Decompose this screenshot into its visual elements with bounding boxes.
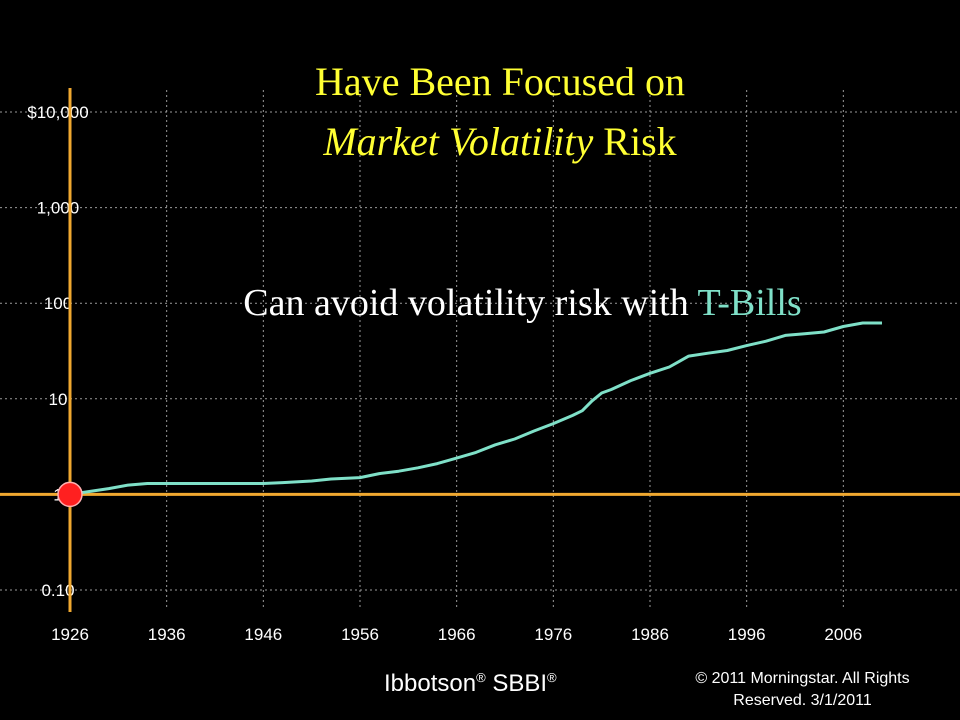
series-line: [69, 321, 882, 496]
start-marker: [57, 481, 83, 508]
x-tick-label: 1936: [148, 625, 186, 644]
x-tick-label: 1926: [51, 625, 89, 644]
chart-title-line1: Have Been Focused on: [315, 59, 685, 104]
subtitle-text: Can avoid volatility risk with: [243, 282, 698, 324]
y-tick-label: $10,000: [27, 103, 88, 122]
y-tick-label: 100: [44, 294, 72, 313]
chart-title-italic: Market Volatility: [323, 119, 594, 164]
x-tick-label: 1946: [244, 625, 282, 644]
copyright-line2: Reserved. 3/1/2011: [733, 692, 872, 709]
x-tick-label: 1966: [438, 625, 476, 644]
series-group: [69, 321, 882, 496]
copyright-notice: © 2011 Morningstar. All Rights Reserved.…: [640, 668, 960, 712]
y-tick-label: 10: [49, 390, 68, 409]
source-label: Ibbotson® SBBI®: [384, 670, 557, 698]
chart-title-rest: Risk: [593, 119, 677, 164]
source-name: Ibbotson: [384, 670, 477, 697]
x-tick-label: 1956: [341, 625, 379, 644]
y-tick-label: 1,000: [37, 199, 80, 218]
x-axis-labels: 1926 1936 1946 1956 1966 1976 1986 1996 2006: [51, 625, 862, 644]
y-tick-label: 0.10: [41, 581, 74, 600]
x-tick-label: 2006: [824, 625, 862, 644]
source-product: SBBI: [485, 670, 548, 697]
x-tick-label: 1976: [534, 625, 572, 644]
subtitle-highlight: T-Bills: [697, 282, 802, 324]
registered-mark-1: ®: [476, 670, 486, 685]
registered-mark-2: ®: [547, 670, 557, 685]
copyright-line1: © 2011 Morningstar. All Rights: [695, 670, 910, 687]
chart-title-line2: Market Volatility Risk: [0, 118, 960, 166]
chart-subtitle: Can avoid volatility risk with T-Bills: [0, 280, 960, 326]
x-tick-label: 1996: [728, 625, 766, 644]
x-tick-label: 1986: [631, 625, 669, 644]
gridlines: [0, 90, 960, 610]
